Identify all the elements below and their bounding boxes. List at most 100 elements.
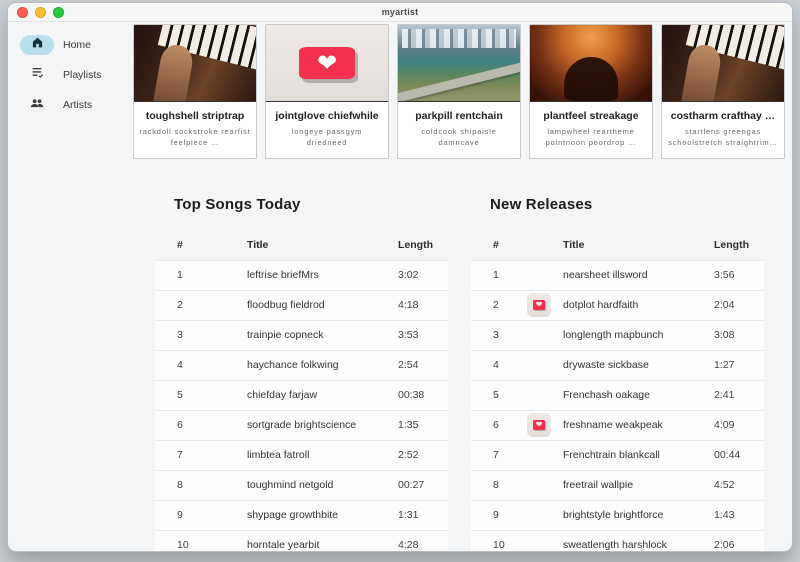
section-title: Top Songs Today bbox=[174, 195, 301, 213]
artist-name: plantfeel streakage bbox=[543, 110, 639, 122]
song-length: 4:18 bbox=[398, 299, 419, 311]
top-songs-section: Top Songs Today # Title Length 1 leftris… bbox=[155, 195, 448, 551]
new-releases-body: 1 nearsheet illsword 3:56 2 dotplot hard… bbox=[471, 259, 764, 551]
close-window-button[interactable] bbox=[17, 6, 28, 18]
artist-description: rackdoll sockstroke rearfist feelpiece … bbox=[139, 127, 251, 148]
sidebar-item-playlists[interactable]: Playlists bbox=[8, 60, 128, 90]
song-row[interactable]: 9 shypage growthbite 1:31 bbox=[155, 500, 448, 531]
city-aerial-image bbox=[398, 25, 520, 102]
sidebar-item-home[interactable]: Home bbox=[8, 30, 128, 60]
song-rank: 10 bbox=[177, 539, 189, 551]
song-title: dotplot hardfaith bbox=[563, 299, 639, 311]
song-row[interactable]: 4 drywaste sickbase 1:27 bbox=[471, 350, 764, 381]
minimize-window-button[interactable] bbox=[35, 6, 46, 18]
playlist-icon bbox=[31, 66, 44, 84]
song-row[interactable]: 2 dotplot hardfaith 2:04 bbox=[471, 290, 764, 321]
like-bubble-image bbox=[527, 293, 551, 317]
song-title: freetrail wallpie bbox=[563, 479, 634, 491]
song-length: 1:27 bbox=[714, 359, 735, 371]
column-header-title: Title bbox=[247, 238, 269, 251]
song-row[interactable]: 10 sweatlength harshlock 2:06 bbox=[471, 530, 764, 551]
song-row[interactable]: 8 toughmind netgold 00:27 bbox=[155, 470, 448, 501]
song-length: 1:35 bbox=[398, 419, 419, 431]
song-title: sweatlength harshlock bbox=[563, 539, 667, 551]
sidebar-item-artists[interactable]: Artists bbox=[8, 90, 128, 120]
artist-description: startlens greengas schoolstretch straigh… bbox=[668, 127, 778, 148]
song-rank: 8 bbox=[177, 479, 183, 491]
sidebar-item-label: Playlists bbox=[63, 69, 102, 81]
song-length: 2:06 bbox=[714, 539, 735, 551]
song-rank: 6 bbox=[177, 419, 183, 431]
artist-card[interactable]: plantfeel streakage lampwheel reartheme … bbox=[529, 24, 653, 159]
artist-card[interactable]: parkpill rentchain coldcook shipaisle da… bbox=[397, 24, 521, 159]
song-length: 00:38 bbox=[398, 389, 425, 401]
artist-name: toughshell striptrap bbox=[145, 110, 245, 122]
song-rank: 9 bbox=[493, 509, 499, 521]
piano-hand-image bbox=[662, 25, 784, 102]
song-rank: 4 bbox=[493, 359, 499, 371]
app-window: myartist Home Playlists bbox=[7, 2, 793, 552]
column-header-rank: # bbox=[177, 238, 183, 251]
song-row[interactable]: 5 Frenchash oakage 2:41 bbox=[471, 380, 764, 411]
window-title: myartist bbox=[381, 7, 419, 17]
song-row[interactable]: 3 trainpie copneck 3:53 bbox=[155, 320, 448, 351]
artist-name: costharm crafthay … bbox=[670, 110, 776, 122]
piano-hand-image bbox=[134, 25, 256, 102]
song-rank: 1 bbox=[177, 269, 183, 281]
song-rank: 8 bbox=[493, 479, 499, 491]
song-lists: Top Songs Today # Title Length 1 leftris… bbox=[128, 195, 792, 551]
top-songs-body: 1 leftrise briefMrs 3:02 2 floodbug fiel… bbox=[155, 259, 448, 551]
new-releases-section: New Releases # Title Length 1 nearsheet … bbox=[471, 196, 764, 551]
song-title: longlength mapbunch bbox=[563, 329, 664, 341]
song-title: chiefday farjaw bbox=[247, 389, 318, 401]
artists-icon bbox=[30, 96, 44, 115]
song-row[interactable]: 7 Frenchtrain blankcall 00:44 bbox=[471, 440, 764, 471]
song-length: 4:09 bbox=[714, 419, 735, 431]
song-rank: 2 bbox=[493, 299, 499, 311]
column-header-length: Length bbox=[398, 238, 433, 251]
zoom-window-button[interactable] bbox=[53, 6, 64, 18]
song-row[interactable]: 7 limbtea fatroll 2:52 bbox=[155, 440, 448, 471]
song-row[interactable]: 3 longlength mapbunch 3:08 bbox=[471, 320, 764, 351]
song-length: 1:43 bbox=[714, 509, 735, 521]
song-row[interactable]: 6 sortgrade brightscience 1:35 bbox=[155, 410, 448, 441]
song-row[interactable]: 1 nearsheet illsword 3:56 bbox=[471, 260, 764, 291]
song-title: horntale yearbit bbox=[247, 539, 320, 551]
song-row[interactable]: 2 floodbug fieldrod 4:18 bbox=[155, 290, 448, 321]
artist-card[interactable]: costharm crafthay … startlens greengas s… bbox=[661, 24, 785, 159]
artist-description: lampwheel reartheme pointnoon poordrop … bbox=[545, 127, 637, 148]
song-title: Frenchtrain blankcall bbox=[563, 449, 660, 461]
song-rank: 3 bbox=[493, 329, 499, 341]
song-title: brightstyle brightforce bbox=[563, 509, 664, 521]
song-title: shypage growthbite bbox=[247, 509, 339, 521]
main-content: toughshell striptrap rackdoll sockstroke… bbox=[128, 22, 792, 551]
artist-description: longeye passgym driedneed bbox=[291, 127, 363, 148]
column-header-length: Length bbox=[714, 238, 749, 251]
like-bubble-image bbox=[527, 413, 551, 437]
song-row[interactable]: 5 chiefday farjaw 00:38 bbox=[155, 380, 448, 411]
meditation-sunset-image bbox=[530, 25, 652, 102]
sidebar-item-label: Artists bbox=[63, 99, 93, 111]
song-rank: 1 bbox=[493, 269, 499, 281]
song-title: drywaste sickbase bbox=[563, 359, 649, 371]
sidebar-item-label: Home bbox=[63, 39, 92, 51]
song-length: 3:53 bbox=[398, 329, 419, 341]
song-title: haychance folkwing bbox=[247, 359, 339, 371]
song-rank: 6 bbox=[493, 419, 499, 431]
artist-card[interactable]: jointglove chiefwhile longeye passgym dr… bbox=[265, 24, 389, 159]
song-row[interactable]: 9 brightstyle brightforce 1:43 bbox=[471, 500, 764, 531]
column-header-rank: # bbox=[493, 238, 499, 251]
song-row[interactable]: 6 freshname weakpeak 4:09 bbox=[471, 410, 764, 441]
song-length: 2:04 bbox=[714, 299, 735, 311]
artist-name: parkpill rentchain bbox=[415, 110, 503, 122]
song-length: 1:31 bbox=[398, 509, 419, 521]
song-row[interactable]: 4 haychance folkwing 2:54 bbox=[155, 350, 448, 381]
song-row[interactable]: 1 leftrise briefMrs 3:02 bbox=[155, 260, 448, 291]
song-title: toughmind netgold bbox=[247, 479, 334, 491]
song-row[interactable]: 10 horntale yearbit 4:28 bbox=[155, 530, 448, 551]
song-row[interactable]: 8 freetrail wallpie 4:52 bbox=[471, 470, 764, 501]
home-icon bbox=[31, 36, 44, 54]
song-length: 4:28 bbox=[398, 539, 419, 551]
artist-card[interactable]: toughshell striptrap rackdoll sockstroke… bbox=[133, 24, 257, 159]
table-header: # Title Length bbox=[471, 213, 764, 260]
